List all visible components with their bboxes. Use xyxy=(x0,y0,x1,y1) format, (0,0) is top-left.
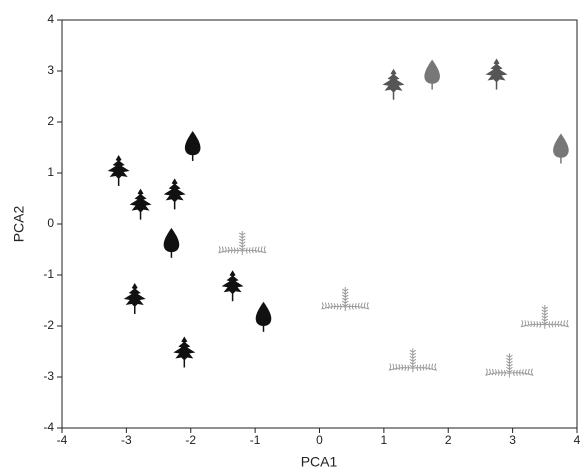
leaf-blade xyxy=(129,188,152,213)
leaf-point xyxy=(221,270,244,302)
leaf-blade xyxy=(163,178,186,203)
leaf-point xyxy=(163,227,180,258)
leaf-point xyxy=(485,58,508,90)
x-tick-label: 0 xyxy=(316,433,323,447)
leaf-point xyxy=(218,230,267,255)
leaflets xyxy=(520,304,569,329)
plot-frame xyxy=(61,19,578,429)
x-tick-label: -2 xyxy=(185,433,196,447)
leaflets xyxy=(218,230,267,255)
y-tick-label: 2 xyxy=(47,114,54,128)
y-tick-label: -3 xyxy=(43,369,54,383)
leaf-point xyxy=(520,304,569,329)
x-tick-label: -1 xyxy=(250,433,261,447)
leaflets xyxy=(388,348,437,373)
leaf-point xyxy=(107,154,130,186)
leaf-point xyxy=(553,133,569,164)
leaflets xyxy=(321,287,370,312)
y-tick-label: -1 xyxy=(43,267,54,281)
leaf-point xyxy=(184,130,201,161)
leaf-blade xyxy=(221,270,244,295)
leaf-blade xyxy=(382,68,405,93)
leaf-point xyxy=(382,68,405,100)
x-axis-label: PCA1 xyxy=(301,454,338,470)
leaf-blade xyxy=(184,130,201,156)
x-tick-label: -3 xyxy=(121,433,132,447)
leaf-blade xyxy=(107,154,130,179)
leaf-point xyxy=(388,348,437,373)
x-tick-label: 3 xyxy=(509,433,516,447)
x-tick-label: -4 xyxy=(57,433,68,447)
leaf-blade xyxy=(424,59,440,84)
leaf-point xyxy=(255,301,272,332)
leaf-point xyxy=(163,178,186,210)
y-tick-label: -4 xyxy=(43,420,54,434)
leaf-blade xyxy=(485,58,508,83)
y-tick-label: -2 xyxy=(43,318,54,332)
leaf-point xyxy=(173,336,196,368)
y-axis-label: PCA2 xyxy=(11,206,27,243)
leaf-blade xyxy=(173,336,196,361)
leaflets xyxy=(485,353,534,378)
y-tick-label: 4 xyxy=(47,12,54,26)
x-tick-label: 2 xyxy=(445,433,452,447)
leaf-point xyxy=(129,188,152,220)
y-tick-label: 1 xyxy=(47,165,54,179)
leaf-point xyxy=(123,282,146,314)
y-tick-label: 3 xyxy=(47,63,54,77)
leaf-point xyxy=(485,353,534,378)
leaf-blade xyxy=(553,133,569,158)
x-tick-label: 4 xyxy=(574,433,581,447)
leaf-point xyxy=(424,59,440,90)
y-tick-label: 0 xyxy=(47,216,54,230)
leaf-blade xyxy=(123,282,146,307)
leaf-blade xyxy=(163,227,180,253)
x-tick-label: 1 xyxy=(381,433,388,447)
leaf-blade xyxy=(255,301,272,327)
leaf-point xyxy=(321,287,370,312)
